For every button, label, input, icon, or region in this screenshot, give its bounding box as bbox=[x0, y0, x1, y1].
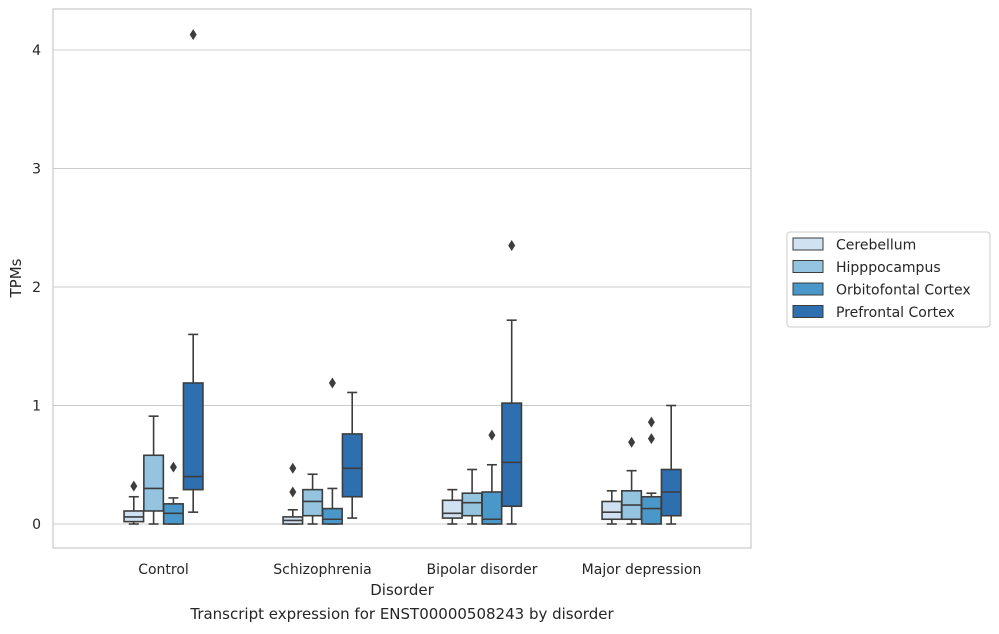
box-group bbox=[162, 461, 184, 525]
y-tick-label: 0 bbox=[32, 517, 41, 533]
legend-frame bbox=[786, 231, 991, 328]
outlier-point bbox=[130, 480, 138, 492]
box-group bbox=[143, 415, 165, 525]
box-group bbox=[321, 377, 343, 525]
outlier-point bbox=[508, 240, 516, 252]
x-axis-label: Disorder bbox=[370, 581, 434, 599]
outlier-point bbox=[647, 416, 655, 428]
box-iqr bbox=[441, 499, 463, 519]
outlier-point bbox=[289, 486, 297, 498]
box-group bbox=[461, 468, 483, 525]
y-tick-label: 4 bbox=[32, 43, 41, 59]
box-iqr bbox=[182, 382, 204, 491]
box-group bbox=[282, 462, 304, 525]
outlier-point bbox=[328, 377, 336, 389]
x-tick-label: Schizophrenia bbox=[273, 562, 371, 578]
outlier-point bbox=[647, 433, 655, 445]
outlier-point bbox=[169, 461, 177, 473]
box-iqr bbox=[481, 491, 503, 525]
legend-label: Prefrontal Cortex bbox=[836, 305, 955, 321]
outlier-point bbox=[289, 462, 297, 474]
y-tick-label: 3 bbox=[32, 162, 41, 178]
box-iqr bbox=[501, 402, 523, 508]
outlier-point bbox=[189, 29, 197, 41]
y-tick-labels: 0 1 2 3 4 bbox=[32, 43, 41, 533]
box-group bbox=[123, 480, 145, 525]
x-tick-label: Major depression bbox=[582, 562, 702, 578]
y-axis-label: TPMs bbox=[7, 258, 25, 298]
legend-label: Orbitofontal Cortex bbox=[836, 283, 971, 299]
box-group bbox=[182, 29, 204, 513]
box-plot-marks bbox=[123, 29, 682, 525]
box-iqr bbox=[601, 500, 623, 521]
outlier-point bbox=[628, 436, 636, 448]
plot-area-frame bbox=[52, 8, 752, 549]
legend-swatch bbox=[792, 282, 824, 296]
outlier-point bbox=[488, 429, 496, 441]
figure-caption: Transcript expression for ENST0000050824… bbox=[190, 605, 614, 623]
box-group bbox=[640, 416, 662, 525]
box-iqr bbox=[461, 492, 483, 517]
box-iqr bbox=[640, 495, 662, 525]
y-tick-label: 1 bbox=[32, 399, 41, 415]
x-tick-labels: Control Schizophrenia Bipolar disorder Majo… bbox=[138, 562, 701, 578]
gridlines bbox=[53, 49, 751, 525]
box-group bbox=[660, 404, 682, 525]
box-group bbox=[341, 391, 363, 519]
y-tick-label: 2 bbox=[32, 280, 41, 296]
box-group bbox=[302, 473, 324, 525]
box-group bbox=[501, 240, 523, 525]
box-iqr bbox=[321, 507, 343, 525]
x-tick-label: Bipolar disorder bbox=[426, 562, 537, 578]
box-iqr bbox=[302, 488, 324, 517]
legend-swatch bbox=[792, 260, 824, 273]
box-group bbox=[601, 490, 623, 525]
box-group bbox=[621, 436, 643, 525]
box-group bbox=[441, 488, 463, 525]
box-iqr bbox=[341, 433, 363, 498]
legend-label: Cerebellum bbox=[836, 238, 916, 254]
x-tick-label: Control bbox=[138, 562, 189, 578]
legend: Cerebellum Hipppocampus Orbitofontal Corte… bbox=[786, 231, 991, 328]
box-group bbox=[481, 429, 503, 525]
box-iqr bbox=[143, 454, 165, 512]
legend-swatch bbox=[792, 237, 824, 251]
legend-swatch bbox=[792, 305, 824, 318]
legend-label: Hipppocampus bbox=[836, 260, 941, 276]
